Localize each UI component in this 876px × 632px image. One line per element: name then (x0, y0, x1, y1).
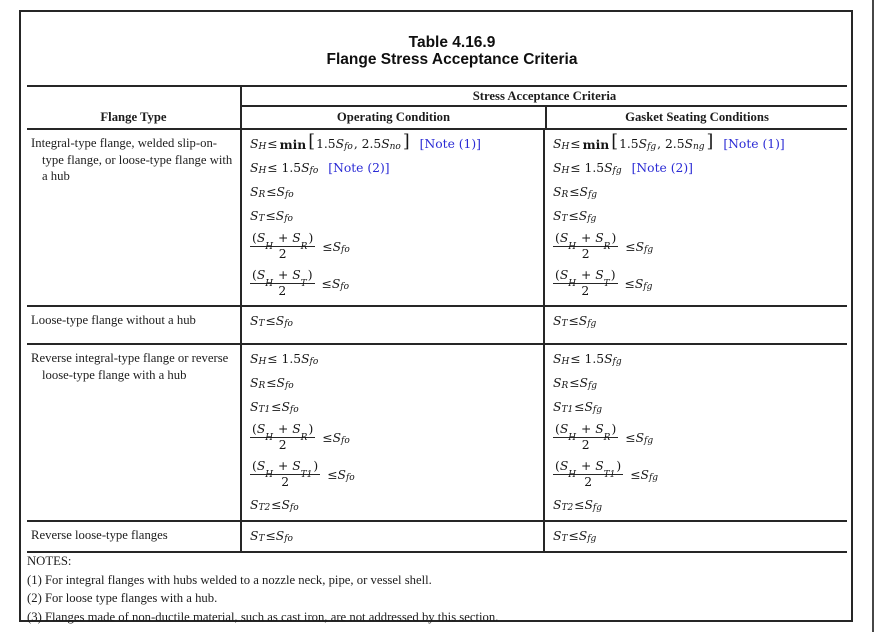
col-header-operating: Operating Condition (336, 110, 451, 124)
col-group-header: Stress Acceptance Criteria (242, 87, 847, 107)
fraction: (SH + SR) 2 (250, 422, 316, 452)
notes-section: NOTES: (1) For integral flanges with hub… (27, 552, 839, 626)
table-outer-border (19, 10, 853, 622)
fraction: (SH + ST) 2 (553, 268, 618, 298)
flange-type-cell: Integral-type flange, welded slip-on-typ… (31, 136, 233, 183)
flange-stress-table: Flange Type Stress Acceptance Criteria O… (27, 85, 847, 553)
sub-header-row: Operating Condition Gasket Seating Condi… (242, 107, 847, 128)
header-right-group: Stress Acceptance Criteria Operating Con… (240, 87, 847, 128)
note-reference-link: [Note (2)] (631, 161, 693, 175)
note-item: (2) For loose type flanges with a hub. (27, 591, 218, 605)
fraction: (SH + SR) 2 (250, 231, 316, 261)
fraction: (SH + SR) 2 (553, 422, 619, 452)
note-item: (1) For integral flanges with hubs welde… (27, 572, 432, 587)
table-header: Flange Type Stress Acceptance Criteria O… (27, 85, 847, 128)
table-row: Reverse integral-type flange or reverse … (27, 343, 847, 520)
table-row: Integral-type flange, welded slip-on-typ… (27, 128, 847, 305)
table-title: Table 4.16.9 Flange Stress Acceptance Cr… (37, 34, 867, 68)
table-number: Table 4.16.9 (408, 34, 496, 51)
fraction: (SH + ST) 2 (250, 268, 315, 298)
fraction: (SH + ST1) 2 (553, 459, 624, 489)
table-caption: Flange Stress Acceptance Criteria (326, 50, 578, 68)
notes-list: (1) For integral flanges with hubs welde… (27, 571, 839, 627)
flange-type-cell: Reverse loose-type flanges (31, 528, 168, 542)
table-body: Integral-type flange, welded slip-on-typ… (27, 128, 847, 553)
col-header-gasket: Gasket Seating Conditions (545, 107, 847, 128)
flange-type-cell: Reverse integral-type flange or reverse … (31, 351, 229, 382)
page-edge-line (872, 0, 874, 632)
note-reference-link: [Note (2)] (328, 161, 390, 175)
fraction: (SH + ST1) 2 (250, 459, 321, 489)
fraction: (SH + SR) 2 (553, 231, 619, 261)
note-reference-link: [Note (1)] (419, 137, 481, 151)
notes-heading: NOTES: (27, 554, 72, 568)
note-item: (3) Flanges made of non-ductile material… (27, 609, 499, 624)
col-header-flange-type: Flange Type (100, 110, 167, 124)
note-reference-link: [Note (1)] (723, 137, 785, 151)
flange-type-cell: Loose-type flange without a hub (31, 313, 196, 327)
